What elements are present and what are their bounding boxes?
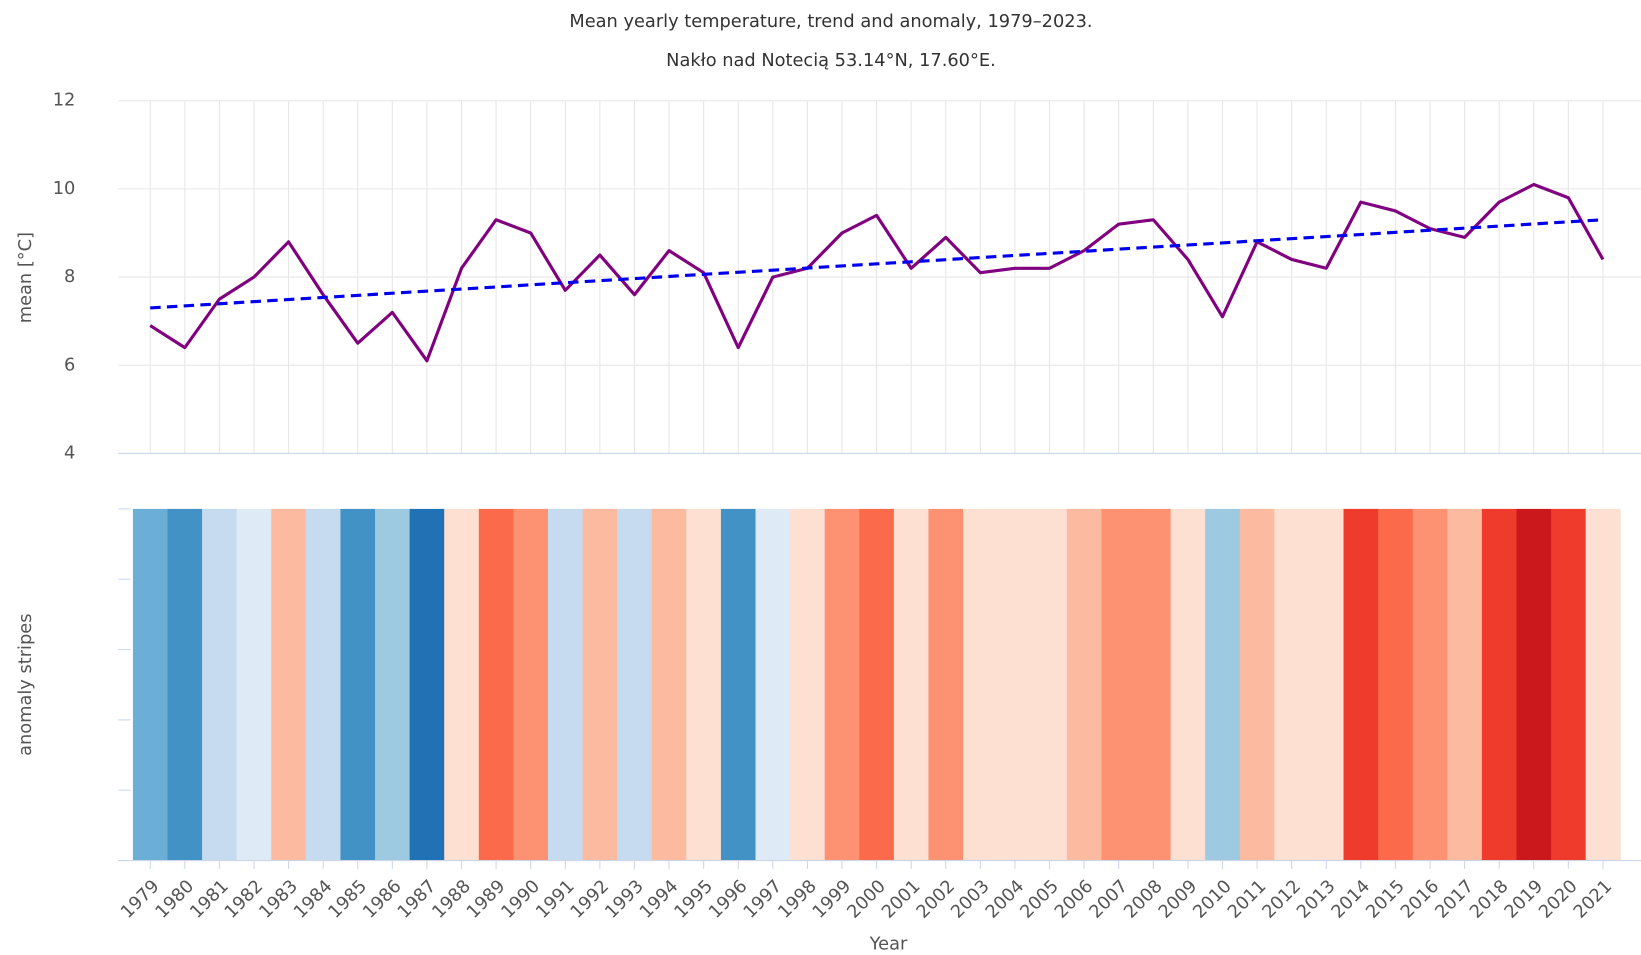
x-tick-label: 2003 [947, 876, 994, 923]
stripe [1516, 508, 1552, 861]
stripe [1378, 508, 1414, 861]
stripe [132, 508, 169, 861]
stripe [1447, 508, 1483, 861]
x-tick-label: 1994 [636, 876, 683, 923]
x-tick-label: 2010 [1189, 876, 1236, 923]
x-tick-label: 1990 [497, 876, 544, 923]
y-tick-label: 8 [64, 266, 75, 287]
x-tick-label: 1999 [808, 876, 855, 923]
x-tick-label: 1992 [566, 876, 613, 923]
x-axis-label: Year [869, 933, 908, 954]
x-tick-label: 2006 [1051, 876, 1098, 923]
stripe [651, 508, 687, 861]
stripe [409, 508, 445, 861]
stripe [859, 508, 895, 861]
x-tick-label: 1979 [117, 876, 164, 923]
x-tick-label: 1997 [739, 876, 786, 923]
stripe [1343, 508, 1379, 861]
x-tick-label: 1986 [359, 876, 406, 923]
stripe [375, 508, 411, 861]
x-tick-label: 1993 [601, 876, 648, 923]
x-tick-label: 1984 [290, 876, 337, 923]
x-tick-label: 2015 [1362, 876, 1409, 923]
x-tick-label: 1995 [670, 876, 717, 923]
stripe [963, 508, 999, 861]
x-tick-label: 1981 [186, 876, 233, 923]
x-tick-label: 2012 [1258, 876, 1305, 923]
stripe [236, 508, 272, 861]
x-tick-label: 2004 [981, 876, 1028, 923]
x-tick-label: 1983 [255, 876, 302, 923]
stripe [928, 508, 964, 861]
stripe [167, 508, 203, 861]
stripe [1101, 508, 1137, 861]
x-tick-label: 1996 [705, 876, 752, 923]
x-tick-label: 1980 [151, 876, 198, 923]
stripe [893, 508, 929, 861]
stripe [513, 508, 549, 861]
chart-title: Mean yearly temperature, trend and anoma… [569, 11, 1092, 32]
x-tick-label: 2018 [1466, 876, 1513, 923]
chart-subtitle: Nakło nad Notecią 53.14°N, 17.60°E. [666, 50, 996, 71]
stripe [617, 508, 653, 861]
stripe [1551, 508, 1587, 861]
x-tick-label: 2011 [1224, 876, 1271, 923]
x-tick-label: 2007 [1085, 876, 1132, 923]
x-tick-label: 2009 [1154, 876, 1201, 923]
x-tick-label: 1982 [220, 876, 267, 923]
y-tick-label: 4 [64, 442, 75, 463]
stripe [1239, 508, 1275, 861]
stripe [582, 508, 618, 861]
stripe [790, 508, 826, 861]
stripe [340, 508, 376, 861]
stripe [547, 508, 584, 861]
x-tick-label: 2020 [1535, 876, 1582, 923]
stripe [686, 508, 722, 861]
stripe [1032, 508, 1068, 861]
stripe [755, 508, 791, 861]
x-tick-label: 2016 [1396, 876, 1443, 923]
stripe [478, 508, 514, 861]
x-tick-label: 2001 [878, 876, 925, 923]
y-tick-label: 6 [64, 354, 75, 375]
stripe [444, 508, 480, 861]
x-tick-label: 1991 [532, 876, 579, 923]
x-tick-label: 2017 [1431, 876, 1478, 923]
stripe [824, 508, 860, 861]
x-tick-label: 2005 [1016, 876, 1063, 923]
stripe [1170, 508, 1206, 861]
x-tick-label: 2019 [1500, 876, 1547, 923]
stripe [271, 508, 307, 861]
x-tick-label: 1985 [324, 876, 371, 923]
x-tick-label: 2000 [843, 876, 890, 923]
x-tick-label: 1989 [463, 876, 510, 923]
x-tick-label: 1998 [774, 876, 821, 923]
y-axis-label: mean [°C] [15, 232, 36, 323]
stripe [202, 508, 238, 861]
x-tick-label: 2014 [1327, 876, 1374, 923]
stripe [1205, 508, 1241, 861]
stripe [1308, 508, 1345, 861]
x-tick-label: 2002 [912, 876, 959, 923]
x-tick-label: 2021 [1569, 876, 1616, 923]
trend-line [150, 218, 1604, 310]
y-tick-label: 12 [53, 90, 76, 111]
stripes-label: anomaly stripes [15, 614, 36, 756]
y-tick-label: 10 [53, 178, 76, 199]
x-tick-label: 2013 [1293, 876, 1340, 923]
data-line [149, 182, 1605, 363]
stripe [1274, 508, 1310, 861]
stripe [305, 508, 341, 861]
stripe [1135, 508, 1172, 861]
x-tick-label: 1988 [428, 876, 475, 923]
stripe [1481, 508, 1518, 861]
stripe [1585, 508, 1621, 861]
x-tick-label: 1987 [393, 876, 440, 923]
stripe [720, 508, 757, 861]
stripe [1066, 508, 1102, 861]
x-tick-label: 2008 [1120, 876, 1167, 923]
stripe [1412, 508, 1448, 861]
stripe [997, 508, 1033, 861]
